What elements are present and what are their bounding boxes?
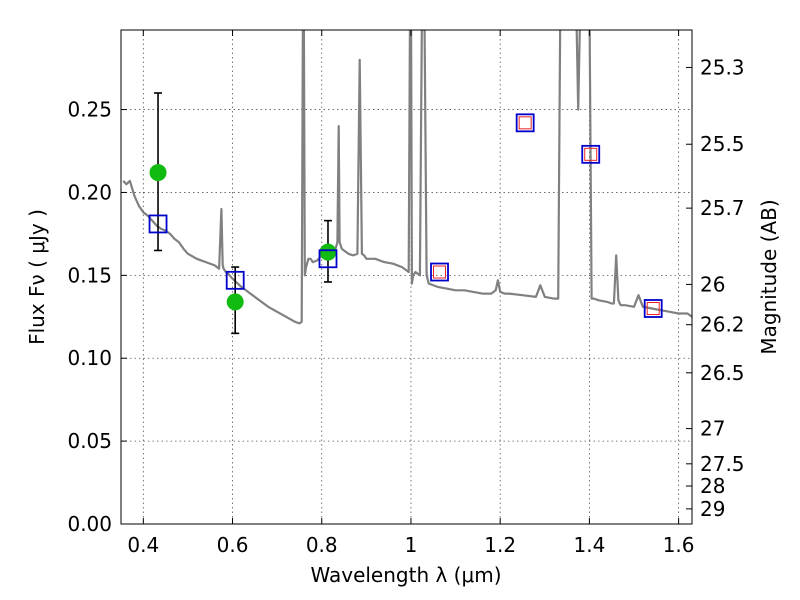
model-square xyxy=(148,214,168,234)
model-square xyxy=(430,262,449,282)
right-tick-label: 26 xyxy=(700,272,725,296)
y-tick-label: 0.00 xyxy=(67,512,112,536)
observed-point xyxy=(226,293,244,311)
model-square xyxy=(643,299,663,318)
model-square xyxy=(318,249,338,269)
y-axis-title: Flux Fν ( μJy ) xyxy=(25,209,49,345)
model-square xyxy=(581,144,601,164)
model-square xyxy=(225,270,245,290)
observed-point xyxy=(149,164,167,182)
x-tick-label: 0.6 xyxy=(217,533,249,557)
y-tick-label: 0.20 xyxy=(67,180,112,204)
right-tick-label: 25.3 xyxy=(700,55,745,79)
predicted-square xyxy=(646,301,660,315)
x-tick-label: 1.4 xyxy=(573,533,605,557)
y-tick-label: 0.25 xyxy=(67,98,112,122)
x-tick-label: 1.2 xyxy=(484,533,516,557)
spectrum-layer xyxy=(122,30,692,325)
right-tick-label: 27 xyxy=(700,417,725,441)
x-axis-ticks: 0.4 0.6 0.8 1 1.2 1.4 1.6 xyxy=(127,30,695,557)
x-tick-label: 1 xyxy=(405,533,418,557)
photometry-layer xyxy=(148,92,663,335)
right-tick-label: 27.5 xyxy=(700,452,745,476)
y-axis-ticks: 0.00 0.05 0.10 0.15 0.20 0.25 xyxy=(67,98,127,536)
right-axis-title: Magnitude (AB) xyxy=(757,199,781,354)
right-tick-label: 29 xyxy=(700,497,725,521)
plot-area xyxy=(121,30,692,524)
x-tick-label: 1.6 xyxy=(663,533,695,557)
x-tick-label: 0.4 xyxy=(127,533,159,557)
model-square xyxy=(515,113,535,133)
x-tick-label: 0.8 xyxy=(306,533,338,557)
plot-frame xyxy=(120,29,693,525)
y-tick-label: 0.15 xyxy=(67,263,112,287)
right-tick-label: 28 xyxy=(700,474,725,498)
spectrum-line xyxy=(122,30,692,325)
predicted-square xyxy=(433,265,447,279)
x-axis-title: Wavelength λ (μm) xyxy=(310,563,501,587)
right-tick-label: 25.7 xyxy=(700,196,745,220)
right-tick-label: 25.5 xyxy=(700,132,745,156)
observed-point xyxy=(319,243,337,261)
predicted-square xyxy=(584,147,598,161)
y-tick-label: 0.05 xyxy=(67,429,112,453)
y-tick-label: 0.10 xyxy=(67,346,112,370)
right-tick-label: 26.5 xyxy=(700,361,745,385)
predicted-square xyxy=(518,116,532,130)
right-tick-label: 26.2 xyxy=(700,313,745,337)
